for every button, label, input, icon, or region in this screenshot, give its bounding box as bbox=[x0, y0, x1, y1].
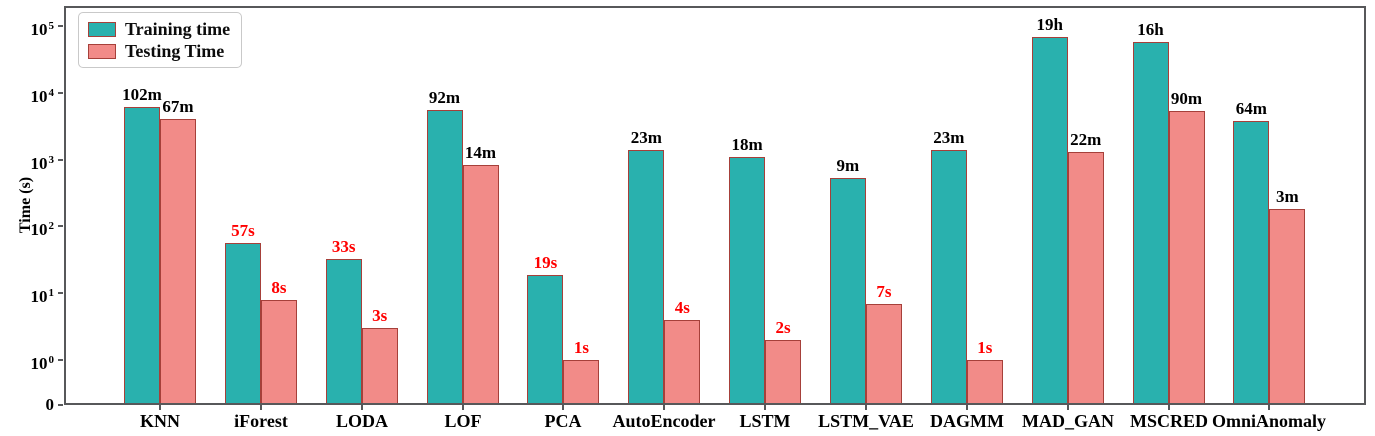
x-tick-mark bbox=[260, 405, 262, 410]
x-tick-label-DAGMM: DAGMM bbox=[930, 411, 1004, 431]
bar-DAGMM-testing bbox=[966, 360, 1003, 404]
x-tick-label-LODA: LODA bbox=[335, 411, 388, 431]
legend-row-testing: Testing Time bbox=[88, 41, 232, 62]
bar-MAD_GAN-testing bbox=[1067, 151, 1104, 404]
bar-value-label: 1s bbox=[977, 338, 993, 357]
bar-PCA-testing bbox=[563, 360, 600, 404]
legend-label-testing-time: Testing Time bbox=[125, 41, 225, 61]
x-tick-mark bbox=[462, 405, 464, 410]
bar-LSTM_VAE-training bbox=[829, 177, 866, 404]
x-tick-label-PCA: PCA bbox=[544, 411, 582, 431]
testing-time-swatch-icon bbox=[88, 44, 116, 59]
y-tick-mark bbox=[58, 359, 63, 361]
bar-value-label: 7s bbox=[876, 281, 892, 301]
bar-value-label: 33s bbox=[331, 236, 356, 256]
x-tick-mark bbox=[1268, 405, 1270, 410]
bar-LOF-testing bbox=[462, 164, 499, 404]
bar-value-label: 90m bbox=[1170, 88, 1203, 108]
bar-value-label: 102m bbox=[122, 85, 162, 104]
y-tick-label: 102 bbox=[30, 220, 55, 239]
x-tick-label-iForest: iForest bbox=[234, 411, 288, 431]
x-tick-label-AutoEncoder: AutoEncoder bbox=[612, 411, 716, 431]
bar-value-label: 92m bbox=[428, 88, 461, 107]
bar-LODA-training bbox=[325, 258, 362, 404]
y-tick-label: 101 bbox=[30, 287, 55, 306]
bar-PCA-training bbox=[527, 274, 564, 404]
y-tick-label: 0 bbox=[45, 395, 55, 414]
x-tick-label-MAD_GAN: MAD_GAN bbox=[1022, 411, 1114, 431]
x-tick-mark bbox=[865, 405, 867, 410]
bar-value-label: 18m bbox=[731, 135, 763, 155]
bar-value-label: 64m bbox=[1235, 98, 1267, 118]
bar-value-label: 22m bbox=[1070, 129, 1102, 149]
bar-value-label: 3s bbox=[372, 306, 388, 326]
bar-value-label: 8s bbox=[271, 277, 287, 297]
bar-value-label: 67m bbox=[162, 97, 194, 117]
x-tick-mark bbox=[562, 405, 564, 410]
x-tick-label-MSCRED: MSCRED bbox=[1129, 411, 1208, 431]
y-tick-mark bbox=[58, 225, 63, 227]
bar-LODA-testing bbox=[361, 328, 398, 404]
bar-MSCRED-training bbox=[1132, 42, 1169, 404]
x-tick-mark bbox=[1067, 405, 1069, 410]
bar-value-label: 19h bbox=[1036, 15, 1063, 34]
y-tick-label: 100 bbox=[30, 354, 55, 373]
legend-label-training-time: Training time bbox=[125, 19, 231, 39]
legend-row-training: Training time bbox=[88, 19, 232, 40]
y-tick-label: 105 bbox=[30, 20, 55, 39]
y-tick-label: 103 bbox=[30, 154, 55, 173]
x-tick-label-KNN: KNN bbox=[140, 411, 180, 431]
y-tick-mark bbox=[58, 292, 63, 294]
bar-iForest-testing bbox=[260, 299, 297, 404]
bar-KNN-testing bbox=[160, 119, 196, 404]
x-tick-label-LSTM_VAE: LSTM_VAE bbox=[818, 411, 914, 431]
bar-iForest-training bbox=[224, 242, 261, 404]
bar-AutoEncoder-training bbox=[628, 150, 665, 404]
bar-value-label: 57s bbox=[231, 220, 255, 240]
bar-MAD_GAN-training bbox=[1031, 37, 1068, 404]
bar-value-label: 14m bbox=[464, 142, 497, 162]
bar-value-label: 23m bbox=[933, 128, 965, 148]
y-tick-mark bbox=[58, 159, 63, 161]
x-tick-mark bbox=[1168, 405, 1170, 410]
bar-DAGMM-training bbox=[930, 150, 967, 404]
bar-OmniAnomaly-training bbox=[1233, 120, 1270, 404]
bar-value-label: 19s bbox=[533, 252, 558, 272]
bar-LSTM-testing bbox=[765, 339, 802, 404]
legend: Training time Testing Time bbox=[78, 12, 242, 68]
bar-value-label: 16h bbox=[1137, 20, 1164, 39]
y-tick-mark bbox=[58, 92, 63, 94]
bar-LSTM_VAE-testing bbox=[865, 303, 902, 404]
bar-MSCRED-testing bbox=[1168, 110, 1205, 404]
bar-value-label: 4s bbox=[674, 297, 690, 317]
x-tick-mark bbox=[764, 405, 766, 410]
x-tick-mark bbox=[361, 405, 363, 410]
bar-value-label: 9m bbox=[836, 155, 860, 175]
x-tick-mark bbox=[966, 405, 968, 410]
y-tick-mark bbox=[58, 404, 63, 406]
x-tick-label-OmniAnomaly: OmniAnomaly bbox=[1211, 411, 1326, 431]
bar-value-label: 1s bbox=[573, 338, 589, 357]
y-tick-mark bbox=[58, 25, 63, 27]
x-tick-mark bbox=[159, 405, 161, 410]
y-tick-label: 104 bbox=[30, 87, 55, 106]
bar-value-label: 3m bbox=[1275, 187, 1299, 207]
x-tick-mark bbox=[663, 405, 665, 410]
bar-value-label: 23m bbox=[630, 128, 662, 148]
bar-LSTM-training bbox=[729, 157, 766, 404]
training-time-swatch-icon bbox=[88, 22, 116, 37]
x-tick-label-LSTM: LSTM bbox=[739, 411, 791, 431]
bar-value-label: 2s bbox=[775, 317, 791, 337]
x-tick-label-LOF: LOF bbox=[444, 411, 482, 431]
bar-LOF-training bbox=[426, 110, 463, 404]
bar-AutoEncoder-testing bbox=[664, 319, 701, 404]
bar-KNN-training bbox=[124, 107, 160, 404]
bar-OmniAnomaly-testing bbox=[1269, 209, 1306, 404]
